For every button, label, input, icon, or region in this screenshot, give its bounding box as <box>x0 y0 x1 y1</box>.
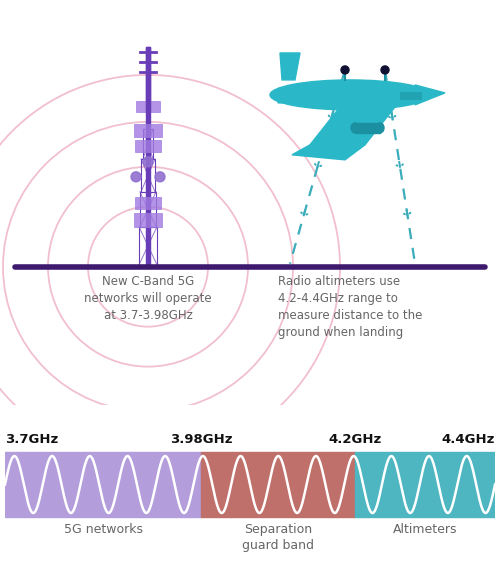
Bar <box>201 452 356 517</box>
Polygon shape <box>280 53 300 80</box>
Circle shape <box>381 66 389 74</box>
Text: Separation
guard band: Separation guard band <box>242 523 314 552</box>
Bar <box>146 47 150 112</box>
Text: 3.98GHz: 3.98GHz <box>170 433 232 446</box>
Text: 3.7GHz: 3.7GHz <box>5 433 58 446</box>
Polygon shape <box>355 123 380 133</box>
Bar <box>356 452 495 517</box>
Bar <box>141 159 155 192</box>
Text: Altimeters: Altimeters <box>393 523 458 536</box>
Polygon shape <box>278 90 305 103</box>
Circle shape <box>143 157 153 167</box>
Bar <box>146 47 150 266</box>
Text: 5G networks: 5G networks <box>64 523 142 536</box>
Polygon shape <box>292 145 365 160</box>
Bar <box>139 227 157 265</box>
Bar <box>135 197 161 209</box>
Ellipse shape <box>376 123 384 133</box>
Bar <box>400 92 422 100</box>
Bar <box>143 129 153 159</box>
Circle shape <box>341 66 349 74</box>
Ellipse shape <box>351 123 359 133</box>
Polygon shape <box>415 85 445 105</box>
Polygon shape <box>310 107 395 145</box>
Circle shape <box>155 172 165 182</box>
Bar <box>134 213 162 227</box>
Bar <box>135 140 161 152</box>
Text: Radio altimeters use
4.2-4.4GHz range to
measure distance to the
ground when lan: Radio altimeters use 4.2-4.4GHz range to… <box>278 275 422 339</box>
Text: New C-Band 5G
networks will operate
at 3.7-3.98GHz: New C-Band 5G networks will operate at 3… <box>84 275 212 322</box>
Text: 4.4GHz: 4.4GHz <box>442 433 495 446</box>
Bar <box>140 192 156 227</box>
Bar <box>5 452 201 517</box>
Bar <box>134 124 162 137</box>
Bar <box>136 101 160 112</box>
Ellipse shape <box>270 80 430 110</box>
Text: 4.2GHz: 4.2GHz <box>328 433 382 446</box>
Circle shape <box>131 172 141 182</box>
